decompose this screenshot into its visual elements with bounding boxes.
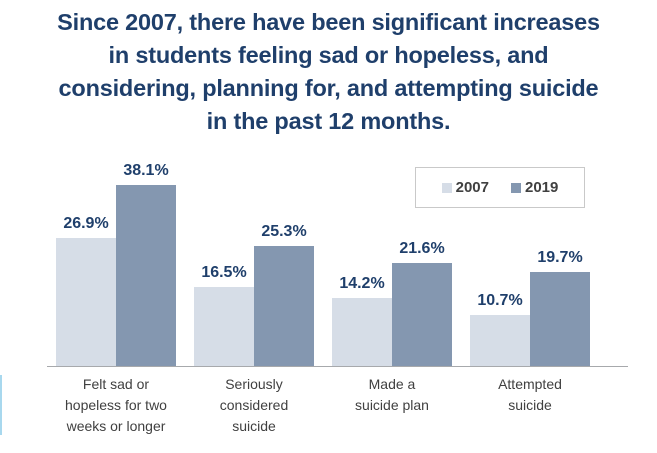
category-label-line: suicide	[232, 418, 276, 434]
bar-2019-1	[116, 185, 176, 366]
value-label: 38.1%	[123, 162, 169, 179]
legend-item-2019: 2019	[511, 179, 558, 196]
chart-legend: 2007 2019	[415, 167, 585, 208]
category-label-line: Attempted	[498, 376, 562, 392]
legend-swatch-2019	[511, 182, 521, 193]
bar-2007-2	[194, 287, 254, 366]
bar-2019-2	[254, 246, 314, 366]
category-label: Seriously considered suicide	[184, 374, 324, 437]
value-label: 14.2%	[339, 275, 385, 292]
chart-title: Since 2007, there have been significant …	[0, 6, 657, 138]
category-label-line: suicide plan	[355, 397, 429, 413]
value-label: 19.7%	[537, 249, 583, 266]
category-label-line: hopeless for two	[65, 397, 167, 413]
edge-artifact	[0, 375, 2, 435]
bar-2007-4	[470, 315, 530, 366]
category-label-line: Made a	[368, 376, 416, 392]
value-label: 26.9%	[63, 215, 109, 232]
title-line-1: Since 2007, there have been significant …	[57, 9, 600, 35]
legend-item-2007: 2007	[441, 179, 489, 196]
category-label-line: suicide	[508, 397, 552, 413]
value-label: 16.5%	[201, 264, 247, 281]
legend-label-2019: 2019	[525, 179, 559, 196]
title-line-2: in students feeling sad or hopeless, and	[108, 42, 549, 68]
legend-swatch-2007	[441, 182, 452, 193]
category-label-line: considered	[219, 397, 289, 413]
bar-2007-3	[332, 298, 392, 366]
category-label-line: weeks or longer	[66, 418, 166, 434]
value-label: 25.3%	[261, 223, 307, 240]
x-axis-line	[47, 366, 628, 367]
bar-2019-3	[392, 263, 452, 366]
category-label: Made a suicide plan	[322, 374, 462, 416]
bar-2019-4	[530, 272, 590, 366]
value-label: 10.7%	[477, 292, 523, 309]
category-label: Felt sad or hopeless for two weeks or long…	[46, 374, 186, 437]
category-label-line: Seriously	[225, 376, 283, 392]
title-line-4: in the past 12 months.	[206, 108, 451, 134]
value-label: 21.6%	[399, 240, 445, 257]
category-label: Attempted suicide	[460, 374, 600, 416]
category-label-line: Felt sad or	[82, 376, 150, 392]
bar-2007-1	[56, 238, 116, 366]
title-line-3: considering, planning for, and attemptin…	[58, 75, 599, 101]
legend-label-2007: 2007	[455, 179, 489, 196]
